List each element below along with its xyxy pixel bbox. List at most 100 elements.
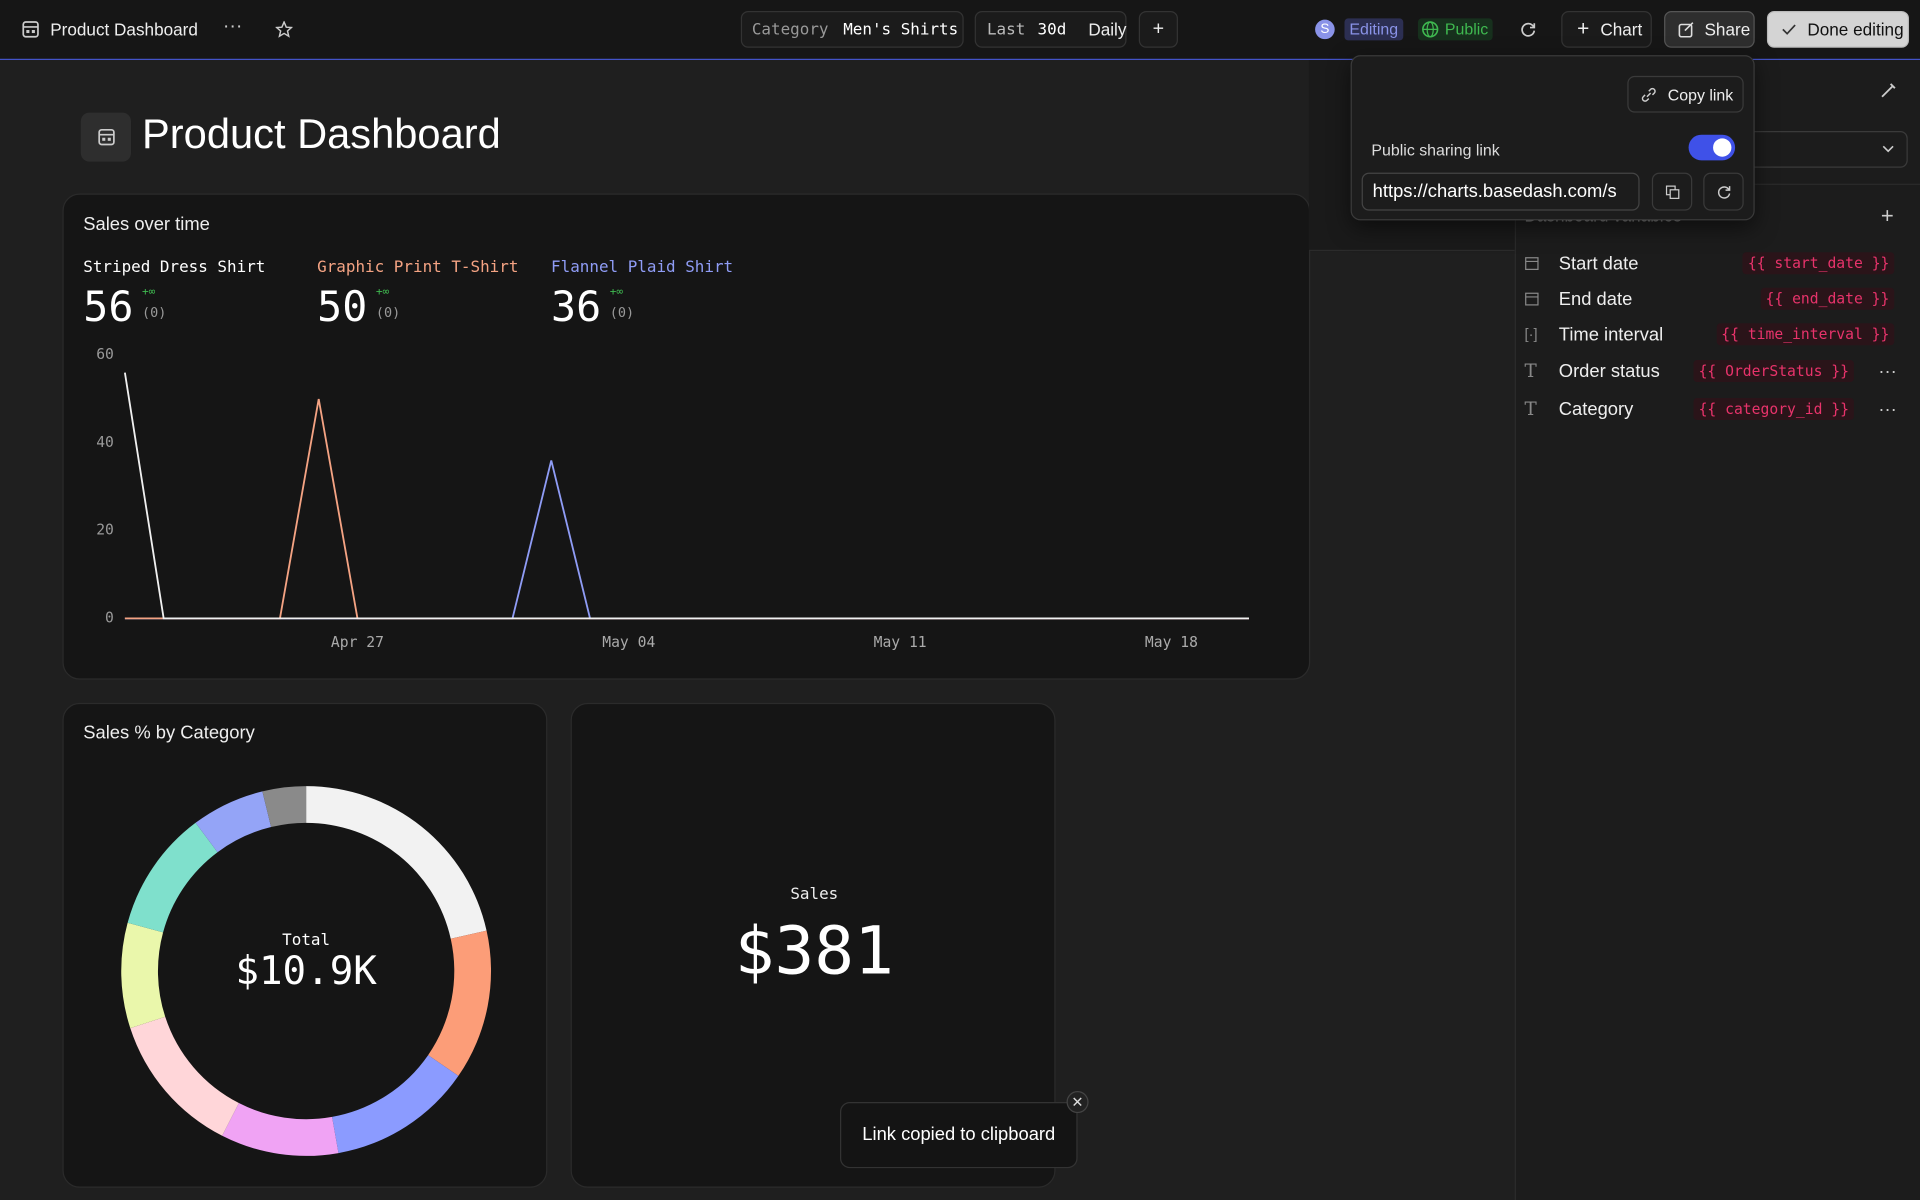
pie-segment <box>127 822 218 933</box>
button-text: Chart <box>1600 19 1643 40</box>
add-filter[interactable]: + <box>1138 11 1178 48</box>
text-icon: T <box>1524 397 1537 421</box>
pie-segment <box>121 922 166 1029</box>
button-text: Share <box>1704 19 1751 40</box>
legend-entry: Flannel Plaid Shirt <box>551 258 734 277</box>
check-icon <box>1782 24 1796 35</box>
link-icon <box>1641 87 1656 102</box>
pie-segment <box>195 791 272 853</box>
visibility-text: Public <box>1444 19 1489 38</box>
sharing-label: Public sharing link <box>1371 140 1500 160</box>
page-title: Product Dashboard <box>142 111 501 158</box>
pie-segment <box>332 1055 459 1154</box>
date-filter[interactable]: Last 30d Daily <box>974 11 1127 48</box>
visibility-status: Public <box>1417 18 1494 41</box>
variable-token: {{ category_id }} <box>1693 397 1854 421</box>
done-editing-button[interactable]: Done editing <box>1766 11 1909 48</box>
series-total: 56 <box>83 282 134 332</box>
copy-icon <box>1665 185 1680 199</box>
line-chart: 0 20 40 60 Apr 27 May 04 May 11 May 18 <box>96 346 1249 651</box>
variable-name: Time interval <box>1558 323 1664 345</box>
variable-name: End date <box>1558 288 1633 310</box>
donut-chart: Total$10.9K <box>121 786 492 1156</box>
text-icon: T <box>1524 360 1537 383</box>
range-value: 30d <box>1037 20 1067 39</box>
variable-token: {{ start_date }} <box>1742 252 1895 275</box>
editing-status: Editing <box>1344 18 1403 41</box>
variable-row[interactable]: T Category {{ category_id }} ··· <box>1524 394 1906 423</box>
pie-segment <box>428 930 492 1076</box>
filter-value: Men's Shirts <box>843 20 959 39</box>
add-chart-button[interactable]: + Chart <box>1561 11 1652 48</box>
pie-segment <box>130 1016 239 1136</box>
more-menu[interactable]: ··· <box>222 15 243 37</box>
y-tick-label: 0 <box>105 609 114 626</box>
filter-label: Category <box>751 20 829 39</box>
favorite-star[interactable] <box>275 20 293 38</box>
category-filter[interactable]: Category Men's Shirts <box>740 11 964 48</box>
button-text: Copy link <box>1667 85 1734 104</box>
y-tick-label: 60 <box>96 346 114 363</box>
series-change: +∞ <box>142 286 156 299</box>
pie-segment <box>262 786 307 828</box>
variable-row[interactable]: Start date {{ start_date }} <box>1524 249 1906 278</box>
variable-token: {{ OrderStatus }} <box>1693 360 1854 383</box>
row-menu[interactable]: ··· <box>1878 360 1897 382</box>
share-icon <box>1678 22 1694 38</box>
regenerate-url-button[interactable] <box>1703 172 1744 211</box>
user-avatar: S <box>1315 19 1335 40</box>
add-variable[interactable]: + <box>1880 203 1894 228</box>
dashboard-icon <box>22 21 39 38</box>
button-text: Done editing <box>1807 19 1904 40</box>
public-toggle[interactable] <box>1688 134 1736 161</box>
series-previous: (0) <box>609 304 635 321</box>
row-menu[interactable]: ··· <box>1878 398 1897 420</box>
series-line <box>124 398 1249 620</box>
series-line <box>123 372 1249 620</box>
legend-entry: Graphic Print T-Shirt <box>317 258 519 277</box>
edit-icon[interactable] <box>1880 82 1897 99</box>
pie-segment <box>222 1103 339 1156</box>
share-button[interactable]: Share <box>1664 11 1755 48</box>
kpi-label: Sales <box>790 885 839 904</box>
calendar-icon <box>1525 257 1539 271</box>
calendar-icon <box>1525 292 1539 306</box>
copy-url-button[interactable] <box>1651 172 1693 211</box>
x-tick-label: May 18 <box>1145 634 1198 651</box>
legend-entry: Striped Dress Shirt <box>83 258 266 277</box>
series-previous: (0) <box>375 304 401 321</box>
x-tick-label: May 04 <box>602 634 655 651</box>
line-chart-card: Sales over time Striped Dress Shirt 56 +∞ (… <box>62 193 1311 680</box>
copy-link-button[interactable]: Copy link <box>1627 75 1744 113</box>
variable-row[interactable]: [·] Time interval {{ time_interval }} <box>1524 320 1906 349</box>
chart-title: Sales % by Category <box>83 722 255 744</box>
chevron <box>1882 145 1894 153</box>
series-change: +∞ <box>609 286 624 299</box>
sharing-url-input[interactable]: https://charts.basedash.com/s <box>1361 172 1640 211</box>
sidebar <box>1514 60 1920 1200</box>
toast: Link copied to clipboard <box>840 1102 1078 1169</box>
y-tick-label: 40 <box>96 434 114 451</box>
globe-icon <box>1422 21 1439 38</box>
refresh-button[interactable] <box>1520 21 1537 38</box>
x-tick-label: Apr 27 <box>331 634 384 651</box>
range-label: Last <box>986 20 1026 39</box>
variable-name: Order status <box>1558 360 1660 382</box>
variable-row[interactable]: T Order status {{ OrderStatus }} ··· <box>1524 356 1906 385</box>
pie-segment <box>306 786 487 939</box>
dropdown[interactable] <box>1738 131 1908 168</box>
x-tick-label: May 11 <box>874 634 927 651</box>
series-total: 50 <box>317 282 368 332</box>
y-tick-label: 20 <box>96 522 114 539</box>
variable-row[interactable]: End date {{ end_date }} <box>1524 284 1906 313</box>
toast-close[interactable]: ✕ <box>1066 1091 1089 1114</box>
pie-chart-card: Sales % by Category Total $10.9K <box>62 702 548 1188</box>
series-previous: (0) <box>142 304 167 321</box>
interval: Daily <box>1088 19 1127 40</box>
variable-name: Start date <box>1558 252 1639 274</box>
variable-name: Category <box>1558 398 1634 420</box>
dashboard-name: Product Dashboard <box>50 19 198 40</box>
center-value: $10.9K <box>235 949 377 994</box>
